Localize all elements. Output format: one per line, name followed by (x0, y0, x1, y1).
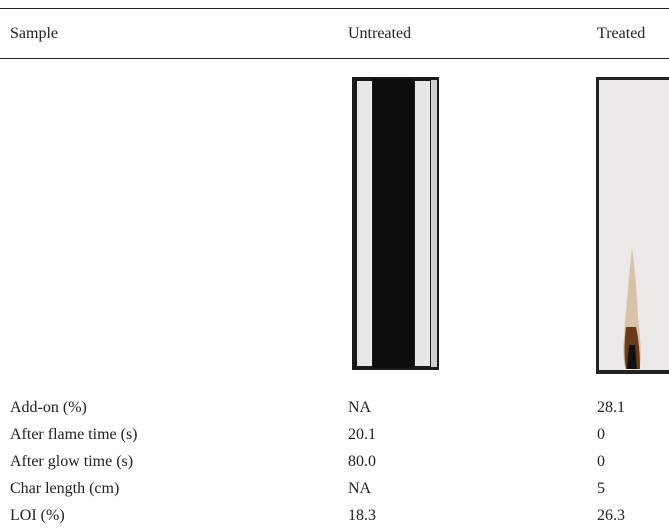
header-cell: Treated (597, 24, 645, 44)
header-cell: Sample (10, 24, 58, 44)
cell-value: 80.0 (348, 452, 376, 472)
cell-value: NA (348, 479, 371, 499)
top-rule (0, 8, 669, 9)
header-cell: Untreated (348, 24, 411, 44)
cell-value: 0 (597, 452, 605, 472)
cell-value: 28.1 (597, 398, 625, 418)
row-label: LOI (%) (10, 506, 65, 526)
header-rule (0, 58, 669, 59)
cell-value: 18.3 (348, 506, 376, 526)
cell-value: 26.3 (597, 506, 625, 526)
cell-value: 20.1 (348, 425, 376, 445)
row-label: After glow time (s) (10, 452, 133, 472)
row-label: Add-on (%) (10, 398, 87, 418)
cell-value: NA (348, 398, 371, 418)
cell-value: 5 (597, 479, 605, 499)
page: {"table": { "header": ["Sample", "Untrea… (0, 0, 669, 532)
treated-photo (596, 77, 669, 374)
row-label: Char length (cm) (10, 479, 119, 499)
untreated-photo (352, 77, 439, 370)
row-label: After flame time (s) (10, 425, 138, 445)
cell-value: 0 (597, 425, 605, 445)
